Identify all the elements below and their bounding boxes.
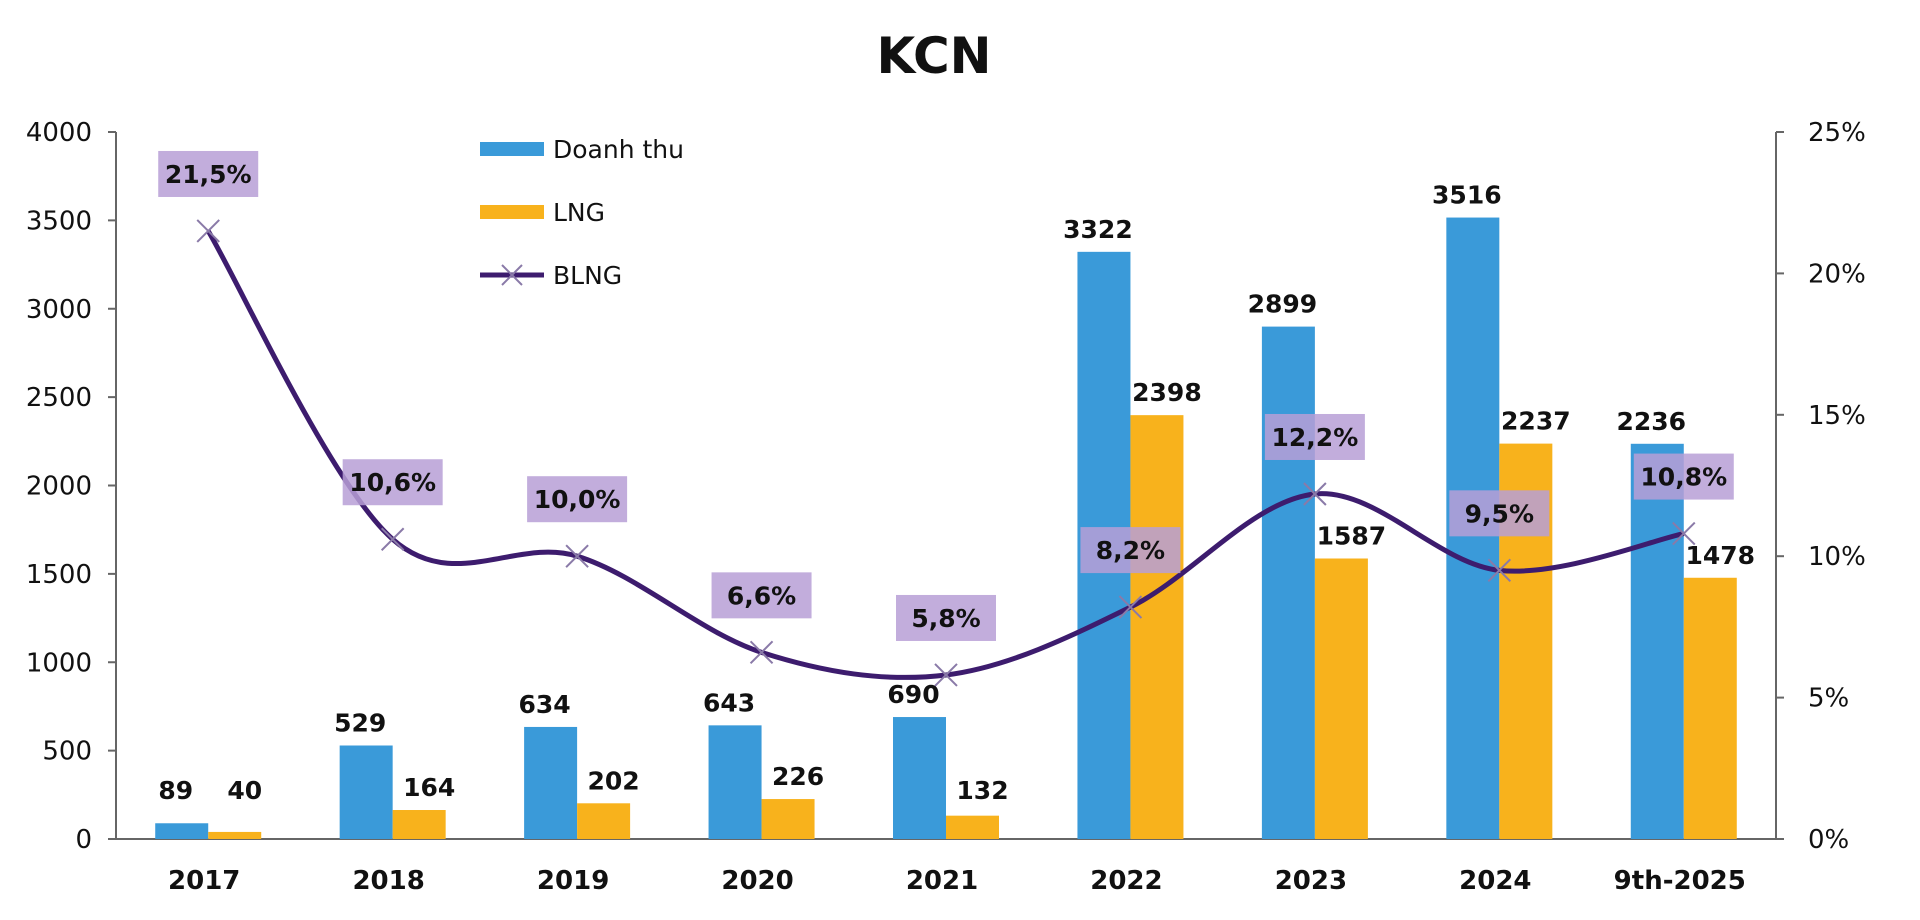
right-tick-label: 5%: [1808, 684, 1849, 714]
data-label-lng: 226: [772, 762, 824, 791]
left-tick-label: 3000: [26, 295, 92, 325]
data-label-lng: 2398: [1132, 378, 1202, 407]
data-label-lng: 164: [403, 773, 455, 802]
label-box-blng: [1264, 413, 1365, 460]
bar-lng: [1683, 577, 1737, 839]
right-tick-label: 25%: [1808, 118, 1866, 148]
bar-lng: [946, 815, 999, 839]
data-label-blng: 10,8%: [1640, 463, 1727, 492]
legend-swatch-doanh-thu: [480, 142, 544, 156]
data-label-blng: 21,5%: [165, 160, 252, 189]
bar-lng: [577, 803, 631, 839]
x-tick-label: 2023: [1275, 866, 1347, 896]
marker-blng: [1672, 521, 1696, 546]
bar-doanh-thu: [1261, 326, 1315, 839]
marker-blng: [934, 663, 958, 687]
marker-blng: [196, 219, 220, 243]
marker-blng: [749, 640, 774, 665]
marker-blng: [1118, 595, 1143, 619]
bar-doanh-thu: [893, 717, 946, 839]
x-tick-label: 2022: [1090, 866, 1162, 896]
left-tick-label: 4000: [26, 118, 92, 148]
bar-doanh-thu: [524, 726, 578, 839]
data-label-doanh-thu: 529: [334, 708, 386, 737]
data-label-doanh-thu: 643: [703, 688, 755, 717]
right-tick-label: 20%: [1808, 259, 1866, 289]
x-tick-label: 2021: [906, 866, 978, 896]
legend: Doanh thu LNG BLNG: [480, 135, 684, 290]
label-box-blng: [527, 476, 628, 523]
label-box-blng: [342, 459, 443, 506]
marker-blng: [1487, 558, 1512, 583]
left-tick-label: 0: [75, 825, 92, 855]
bar-doanh-thu: [339, 745, 393, 839]
label-box-blng: [1080, 527, 1181, 574]
data-label-blng: 9,5%: [1465, 499, 1534, 528]
bar-lng: [761, 799, 815, 839]
x-tick-label: 2017: [168, 866, 240, 896]
left-tick-label: 2500: [26, 383, 92, 413]
right-tick-label: 15%: [1808, 401, 1866, 431]
data-label-doanh-thu: 2899: [1248, 290, 1318, 319]
right-tick-label: 10%: [1808, 542, 1866, 572]
legend-label-blng: BLNG: [553, 261, 622, 290]
data-label-doanh-thu: 3516: [1432, 181, 1502, 210]
data-label-blng: 10,0%: [534, 485, 621, 514]
legend-label-doanh-thu: Doanh thu: [553, 135, 684, 164]
legend-marker-blng: [501, 264, 523, 286]
label-box-blng: [1449, 490, 1550, 537]
data-label-blng: 8,2%: [1096, 536, 1165, 565]
x-tick-label: 2020: [721, 866, 793, 896]
data-label-lng: 1478: [1685, 541, 1755, 570]
legend-swatch-lng: [480, 205, 544, 219]
bar-lng: [392, 810, 446, 839]
data-label-blng: 5,8%: [911, 604, 980, 633]
label-box-blng: [896, 594, 996, 641]
legend-label-lng: LNG: [553, 198, 605, 227]
marker-blng: [380, 527, 405, 551]
left-tick-label: 1500: [26, 560, 92, 590]
data-label-lng: 1587: [1317, 521, 1387, 550]
data-label-doanh-thu: 2236: [1616, 407, 1686, 436]
bar-doanh-thu: [1630, 443, 1684, 839]
x-tick-label: 9th-2025: [1614, 866, 1746, 896]
left-tick-label: 2000: [26, 472, 92, 502]
data-label-doanh-thu: 3322: [1063, 215, 1133, 244]
x-tick-label: 2024: [1459, 866, 1531, 896]
data-label-lng: 40: [227, 776, 262, 805]
data-label-blng: 12,2%: [1272, 423, 1359, 452]
data-label-blng: 6,6%: [727, 581, 796, 610]
data-label-doanh-thu: 690: [887, 680, 939, 709]
marker-blng: [1303, 482, 1327, 506]
data-label-lng: 2237: [1501, 407, 1571, 436]
bar-doanh-thu: [708, 725, 762, 839]
data-label-lng: 202: [588, 766, 640, 795]
bar-lng: [1130, 415, 1184, 839]
bar-lng: [208, 831, 262, 839]
data-label-doanh-thu: 634: [519, 690, 571, 719]
label-box-blng: [711, 572, 812, 619]
bar-lng: [1314, 558, 1368, 839]
left-tick-label: 500: [42, 737, 92, 767]
right-tick-label: 0%: [1808, 825, 1849, 855]
left-tick-label: 3500: [26, 206, 92, 236]
bar-doanh-thu: [155, 823, 209, 839]
data-label-doanh-thu: 89: [158, 776, 193, 805]
label-box-blng: [158, 150, 259, 197]
data-label-blng: 10,6%: [349, 468, 436, 497]
chart-title: KCN: [876, 27, 991, 85]
x-tick-label: 2018: [352, 866, 424, 896]
left-tick-label: 1000: [26, 648, 92, 678]
marker-blng: [565, 544, 589, 568]
data-label-lng: 132: [956, 776, 1008, 805]
label-box-blng: [1633, 453, 1734, 500]
x-tick-label: 2019: [537, 866, 609, 896]
